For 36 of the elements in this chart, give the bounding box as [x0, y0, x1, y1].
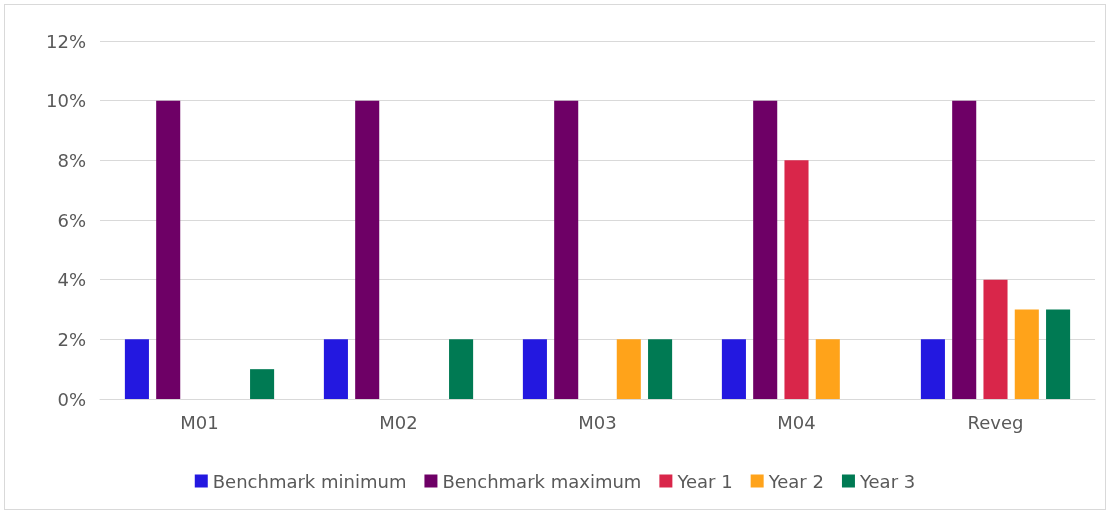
- y-tick-label: 0%: [57, 388, 86, 410]
- legend-label: Benchmark maximum: [442, 470, 642, 492]
- y-tick-label: 6%: [57, 209, 86, 231]
- x-tick-label: M03: [578, 411, 617, 433]
- bar: [156, 100, 181, 399]
- bar: [323, 339, 348, 399]
- bar: [522, 339, 547, 399]
- bar: [784, 160, 809, 399]
- bar: [250, 369, 275, 399]
- x-tick-label: Reveg: [967, 411, 1024, 433]
- legend-label: Year 2: [767, 470, 824, 492]
- bar: [815, 339, 840, 399]
- y-tick-label: 12%: [45, 30, 86, 52]
- bar: [449, 339, 474, 399]
- legend-label: Benchmark minimum: [212, 470, 407, 492]
- bar: [1014, 309, 1039, 399]
- bar: [124, 339, 149, 399]
- x-tick-label: M01: [180, 411, 219, 433]
- bar: [554, 100, 579, 399]
- y-tick-label: 4%: [57, 269, 86, 291]
- bar: [616, 339, 641, 399]
- bar: [648, 339, 673, 399]
- bar: [721, 339, 746, 399]
- y-tick-label: 2%: [57, 328, 86, 350]
- bar: [952, 100, 977, 399]
- y-tick-label: 10%: [45, 90, 86, 112]
- legend-label: Year 3: [858, 470, 916, 492]
- legend-label: Year 1: [676, 470, 733, 492]
- bar: [983, 279, 1008, 399]
- x-tick-label: M02: [379, 411, 418, 433]
- bar: [1046, 309, 1071, 399]
- bar: [753, 100, 778, 399]
- x-tick-label: M04: [777, 411, 816, 433]
- bar: [920, 339, 945, 399]
- bar: [355, 100, 380, 399]
- y-tick-label: 8%: [57, 149, 86, 171]
